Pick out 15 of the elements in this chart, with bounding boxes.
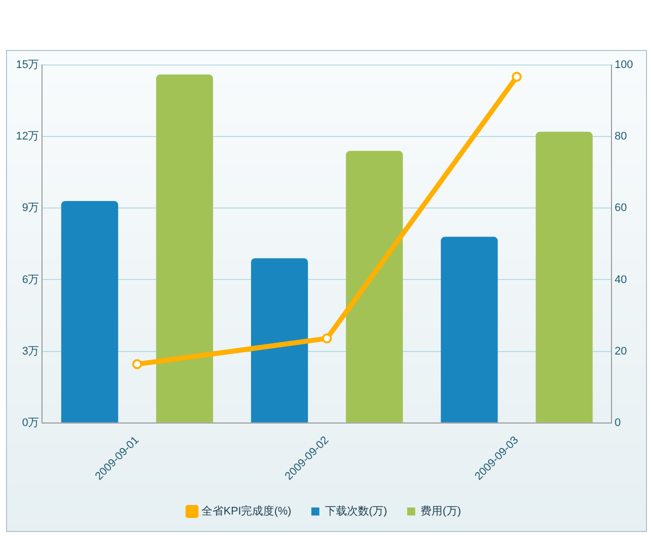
y2-tick-label: 20 — [614, 345, 627, 358]
y-tick-label: 12万 — [16, 130, 40, 143]
y-tick-label: 3万 — [22, 345, 40, 358]
y-tick-label: 15万 — [16, 59, 40, 72]
y2-tick-label: 0 — [614, 416, 621, 429]
legend-label: 全省KPI完成度(%) — [202, 504, 292, 518]
y-tick-label: 9万 — [22, 202, 40, 214]
y-tick-label: 6万 — [22, 274, 40, 286]
y-tick-label: 0万 — [22, 416, 40, 429]
y2-tick-label: 60 — [614, 202, 627, 214]
legend-label: 费用(万) — [420, 504, 461, 518]
y2-tick-label: 100 — [614, 59, 634, 72]
y2-tick-label: 80 — [614, 130, 627, 143]
legend-label: 下载次数(万) — [324, 504, 388, 518]
y2-tick-label: 40 — [614, 274, 627, 286]
